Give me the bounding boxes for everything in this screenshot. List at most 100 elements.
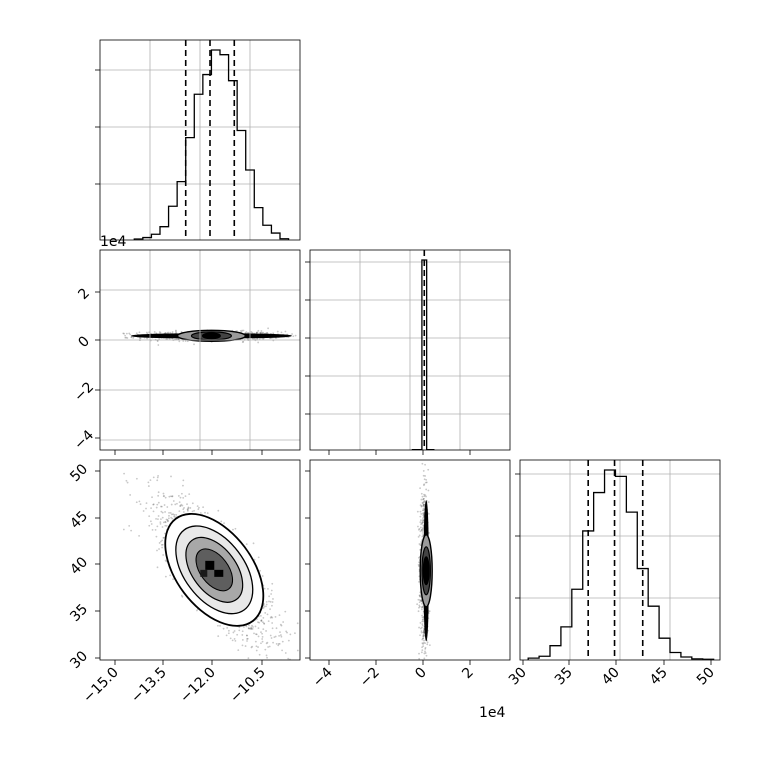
p1-p3-2d-point xyxy=(274,635,277,638)
p2-p3-2d-point xyxy=(424,481,427,484)
p2-p3-2d-point xyxy=(425,495,427,498)
p2-p3-2d-point xyxy=(422,509,425,512)
p1-p3-2d-point xyxy=(250,626,253,629)
p1-p3-2d-point xyxy=(160,510,163,513)
p2-p3-2d-point xyxy=(422,474,425,477)
p1-p3-2d-point xyxy=(269,634,272,637)
p2-p3-2d-point xyxy=(422,529,425,532)
p1-p3-2d-point xyxy=(160,518,162,520)
p1-p3-2d-point xyxy=(161,543,164,546)
p1-p3-2d-point xyxy=(255,633,257,636)
p2-p3-2d-point xyxy=(421,524,424,527)
p1-p2-2d-point xyxy=(124,336,127,339)
p1-p3-2d-point xyxy=(170,516,173,519)
p2-p3-2d-point xyxy=(420,492,423,495)
p1-p3-2d-point xyxy=(173,513,176,516)
p2-p3-2d-point xyxy=(421,535,423,538)
p1-p3-2d-point xyxy=(156,479,159,482)
p1-hist-frame xyxy=(99,39,301,241)
p3-hist-grid xyxy=(520,460,720,660)
p2-p3-2d-point xyxy=(424,652,427,654)
p1-p3-2d-point xyxy=(241,644,244,647)
p1-p2-2d-point xyxy=(262,337,265,340)
p1-p3-2d-point xyxy=(286,631,288,634)
p1-p3-2d-point xyxy=(261,640,264,643)
p2-p3-2d-point xyxy=(419,594,421,597)
p1-p3-2d-point xyxy=(151,528,154,531)
p1-p3-2d-point xyxy=(172,500,175,502)
p1-p2-2d-point xyxy=(241,341,244,344)
p1-p3-2d-point xyxy=(162,495,165,498)
p2-p3-2d-point xyxy=(421,527,424,530)
p1-p3-2d-point xyxy=(145,502,148,504)
p2-p3-2d-point xyxy=(424,648,427,650)
p1-p3-2d-point xyxy=(268,595,271,598)
p1-p2-2d-point xyxy=(139,337,141,340)
p1-p3-2d-point xyxy=(265,654,268,657)
p1-p3-2d-point xyxy=(262,628,265,631)
p1-p2-2d-point xyxy=(165,338,168,340)
p1-p3-2d-point xyxy=(161,539,164,542)
p2-p3-2d-point xyxy=(422,513,425,516)
p1-p3-2d-point xyxy=(191,502,194,505)
p1-p3-2d-point xyxy=(234,639,237,642)
p1-p3-2d-point xyxy=(222,627,225,630)
p1-p3-2d-point xyxy=(162,492,165,495)
p2-p3-2d-point xyxy=(418,604,421,607)
p1-p3-2d-point xyxy=(182,496,185,499)
p1-p2-2d-point xyxy=(266,332,269,335)
p1-p3-2d-point xyxy=(184,495,187,498)
p1-p3-2d-point xyxy=(187,506,190,509)
p1-p3-2d-point xyxy=(186,509,189,512)
p2-p3-2d-point xyxy=(425,681,427,683)
p2-p3-2d-point xyxy=(422,519,424,522)
p1-p3-2d-point xyxy=(236,633,239,636)
p1-p3-2d-point xyxy=(255,645,258,648)
p1-p2-2d-point xyxy=(130,335,133,338)
p1-p2-2d-point xyxy=(138,331,141,334)
p2-p3-2d-point xyxy=(422,606,424,609)
p2-p3-2d-point xyxy=(418,534,421,537)
p1-p3-2d-point xyxy=(259,614,262,617)
p2-p3-2d-point xyxy=(424,475,426,477)
p1-p3-2d-point xyxy=(155,517,157,520)
p2-p3-2d-point xyxy=(425,488,428,491)
p1-p3-2d-point xyxy=(271,616,274,619)
p2-p3-2d-point xyxy=(418,599,421,601)
p1-p3-2d-point xyxy=(193,509,195,512)
p2-p3-2d-point xyxy=(428,644,431,647)
p3-hist-step xyxy=(527,469,715,660)
p1-p2-2d-point xyxy=(242,329,245,332)
p1-p3-2d-point xyxy=(177,495,180,497)
p1-p3-2d-point xyxy=(227,629,230,632)
p2-p3-2d-point xyxy=(426,643,429,646)
p1-p3-2d-point xyxy=(246,634,248,637)
p1-p3-2d-point xyxy=(264,612,267,614)
p1-p3-2d-point xyxy=(274,689,276,691)
p2-p3-2d-point xyxy=(422,635,425,638)
p1-p3-2d-point xyxy=(157,501,160,504)
p1-p3-2d-point xyxy=(274,615,277,618)
p1-p3-2d-point xyxy=(245,625,248,628)
p2-p3-2d-point xyxy=(421,646,423,649)
p1-p2-2d-point xyxy=(157,344,160,346)
p1-p2-2d-point xyxy=(123,332,126,335)
p2-p3-2d-point xyxy=(422,618,425,621)
p1-p3-2d-point xyxy=(165,525,168,527)
p2-p3-2d-point xyxy=(421,530,424,533)
p1-p3-2d-point xyxy=(271,622,274,624)
p1-p3-2d-point xyxy=(278,614,281,617)
p2-p3-2d-point xyxy=(427,501,430,503)
p2-p3-2d-point xyxy=(419,521,422,524)
p2-p3-2d-point xyxy=(420,529,423,532)
p3-ytick-label-3: 45 xyxy=(67,508,91,532)
p2-p3-2d-point xyxy=(425,478,428,481)
p1-p2-2d-point xyxy=(260,331,263,334)
p2-p3-2d-point xyxy=(418,594,421,597)
p1-p3-2d-point xyxy=(247,657,250,660)
p2-p3-2d-point xyxy=(422,643,424,645)
p1-p3-2d-point xyxy=(160,505,162,508)
p1-p3-2d-point xyxy=(159,521,162,524)
p1-p3-2d-point xyxy=(191,510,194,513)
p2-p3-2d-point xyxy=(422,617,425,619)
